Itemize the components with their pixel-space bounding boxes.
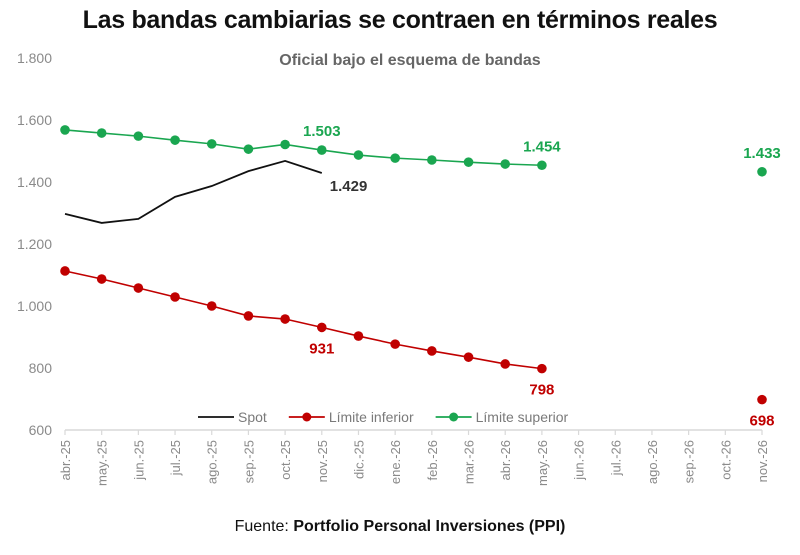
legend-label: Límite inferior (329, 409, 414, 425)
data-point-limite-inferior (500, 359, 511, 369)
data-point-limite-superior (463, 157, 474, 167)
y-tick-label: 1.200 (17, 236, 52, 252)
data-label: 1.433 (743, 145, 781, 162)
legend-marker (449, 412, 459, 422)
data-point-limite-inferior (96, 274, 107, 284)
data-point-limite-superior (206, 139, 217, 149)
chart-subtitle: Oficial bajo el esquema de bandas (279, 52, 541, 69)
source-note: Fuente: Portfolio Personal Inversiones (… (0, 518, 800, 536)
data-point-limite-inferior (537, 363, 547, 374)
data-point-limite-superior (96, 128, 107, 138)
data-label: 798 (529, 382, 554, 399)
y-tick-label: 1.600 (17, 112, 52, 128)
series-limite-inferior (60, 266, 767, 405)
data-point-limite-superior (757, 166, 767, 177)
x-tick-label: abr.-26 (498, 440, 513, 480)
data-label: 1.429 (330, 178, 368, 195)
x-tick-label: jun.-26 (572, 440, 587, 481)
source-name: Portfolio Personal Inversiones (PPI) (293, 518, 566, 535)
data-point-limite-superior (243, 144, 254, 154)
data-point-limite-inferior (427, 346, 437, 356)
data-point-limite-inferior (170, 292, 180, 302)
x-tick-label: oct.-26 (718, 440, 733, 480)
data-point-limite-inferior (280, 314, 290, 324)
data-label: 1.454 (523, 138, 561, 155)
series-line-limite-superior (64, 129, 542, 167)
x-tick-label: may.-25 (95, 440, 110, 486)
data-label: 931 (309, 340, 334, 357)
chart-title: Las bandas cambiarias se contraen en tér… (82, 6, 718, 34)
x-tick-label: jun.-25 (131, 440, 146, 481)
series-line-spot (64, 159, 323, 224)
x-tick-label: sep.-26 (682, 440, 697, 483)
x-tick-label: dic.-25 (351, 440, 366, 479)
x-tick-label: jul.-26 (608, 440, 623, 476)
data-label: 1.503 (303, 123, 341, 140)
data-point-limite-superior (280, 139, 290, 150)
data-point-limite-superior (390, 153, 400, 163)
y-tick-label: 800 (29, 360, 53, 376)
data-point-limite-inferior (60, 266, 70, 276)
x-tick-label: nov.-25 (315, 440, 330, 482)
data-point-limite-superior (170, 135, 180, 145)
x-tick-label: ago.-25 (205, 440, 220, 484)
data-point-limite-inferior (316, 322, 327, 333)
legend-marker (302, 412, 312, 422)
y-tick-label: 600 (29, 422, 53, 438)
data-point-limite-superior (500, 159, 511, 169)
data-point-limite-inferior (463, 352, 474, 362)
data-point-limite-superior (60, 125, 70, 135)
x-tick-label: oct.-25 (278, 440, 293, 480)
x-tick-label: sep.-25 (241, 440, 256, 483)
x-tick-label: mar.-26 (462, 440, 477, 484)
x-tick-label: feb.-26 (425, 440, 440, 480)
data-label: 698 (749, 413, 774, 430)
x-tick-label: nov.-26 (755, 440, 770, 482)
data-point-limite-inferior (243, 311, 254, 321)
y-tick-label: 1.000 (17, 298, 52, 314)
legend-label: Spot (238, 409, 267, 425)
y-tick-label: 1.400 (17, 174, 52, 190)
series-line-limite-inferior (64, 270, 542, 370)
x-tick-label: jul.-25 (168, 440, 183, 476)
data-point-limite-superior (427, 155, 437, 165)
x-axis: abr.-25 may.-25 jun.-25 jul.-25 ago.-25 sep.-… (58, 429, 770, 486)
series-group (60, 125, 767, 405)
legend: Spot Límite inferior Límite superior (198, 409, 569, 425)
source-prefix: Fuente: (234, 518, 294, 535)
y-tick-label: 1.800 (17, 50, 52, 66)
data-point-limite-superior (537, 160, 547, 171)
x-tick-label: ene.-26 (388, 440, 403, 484)
data-labels: 1.503 1.454 1.433 1.429 931 798 698 (303, 123, 781, 430)
data-point-limite-inferior (206, 301, 217, 311)
x-tick-label: abr.-25 (58, 440, 73, 480)
y-axis: 600 800 1.000 1.200 1.400 1.600 1.800 (17, 50, 52, 438)
data-point-limite-inferior (133, 283, 144, 293)
data-point-limite-superior (353, 150, 364, 160)
x-tick-label: ago.-26 (645, 440, 660, 484)
data-point-limite-superior (316, 145, 327, 155)
data-point-limite-inferior (390, 339, 400, 349)
legend-label: Límite superior (476, 409, 569, 425)
data-point-limite-inferior (353, 331, 364, 341)
x-tick-label: may.-26 (535, 440, 550, 486)
data-point-limite-inferior (757, 394, 767, 405)
series-limite-superior (60, 125, 767, 177)
series-spot (64, 159, 323, 224)
data-point-limite-superior (133, 131, 144, 141)
